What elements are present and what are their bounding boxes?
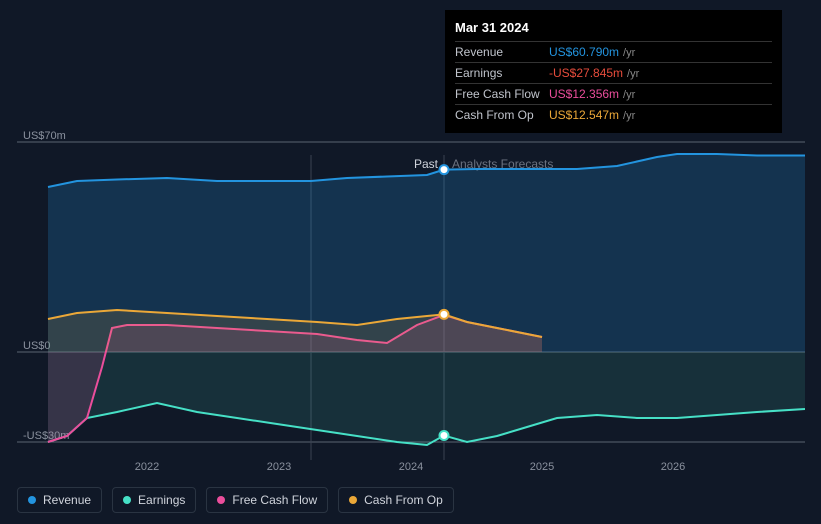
legend-item-earnings[interactable]: Earnings [112,487,196,513]
svg-text:2026: 2026 [661,461,685,473]
tooltip-metric-unit: /yr [623,89,635,101]
legend-label: Revenue [43,493,91,507]
tooltip-metric-label: Cash From Op [455,108,549,122]
legend-dot-icon [217,496,225,504]
tooltip-metric-value: -US$27.845m [549,66,623,80]
tooltip-date: Mar 31 2024 [455,16,772,41]
tooltip-metric-label: Revenue [455,45,549,59]
legend-dot-icon [28,496,36,504]
chart-tooltip: Mar 31 2024 RevenueUS$60.790m/yrEarnings… [445,10,782,133]
tooltip-metric-unit: /yr [623,110,635,122]
tooltip-metric-label: Earnings [455,66,549,80]
svg-text:2024: 2024 [399,461,423,473]
svg-text:Past: Past [414,157,439,171]
tooltip-metric-value: US$12.356m [549,87,619,101]
chart-legend: Revenue Earnings Free Cash Flow Cash From O… [17,487,454,513]
legend-dot-icon [123,496,131,504]
svg-text:2022: 2022 [135,461,159,473]
legend-dot-icon [349,496,357,504]
legend-item-cash-from-op[interactable]: Cash From Op [338,487,454,513]
tooltip-metric-value: US$12.547m [549,108,619,122]
legend-label: Cash From Op [364,493,443,507]
tooltip-row: Cash From OpUS$12.547m/yr [455,104,772,125]
legend-item-free-cash-flow[interactable]: Free Cash Flow [206,487,328,513]
tooltip-row: Free Cash FlowUS$12.356m/yr [455,83,772,104]
tooltip-metric-unit: /yr [623,47,635,59]
svg-text:2025: 2025 [530,461,554,473]
svg-text:US$70m: US$70m [23,130,66,142]
legend-item-revenue[interactable]: Revenue [17,487,102,513]
tooltip-metric-value: US$60.790m [549,45,619,59]
svg-text:2023: 2023 [267,461,291,473]
svg-text:US$0: US$0 [23,340,51,352]
tooltip-metric-label: Free Cash Flow [455,87,549,101]
legend-label: Earnings [138,493,185,507]
tooltip-row: RevenueUS$60.790m/yr [455,41,772,62]
tooltip-metric-unit: /yr [627,68,639,80]
legend-label: Free Cash Flow [232,493,317,507]
tooltip-row: Earnings-US$27.845m/yr [455,62,772,83]
